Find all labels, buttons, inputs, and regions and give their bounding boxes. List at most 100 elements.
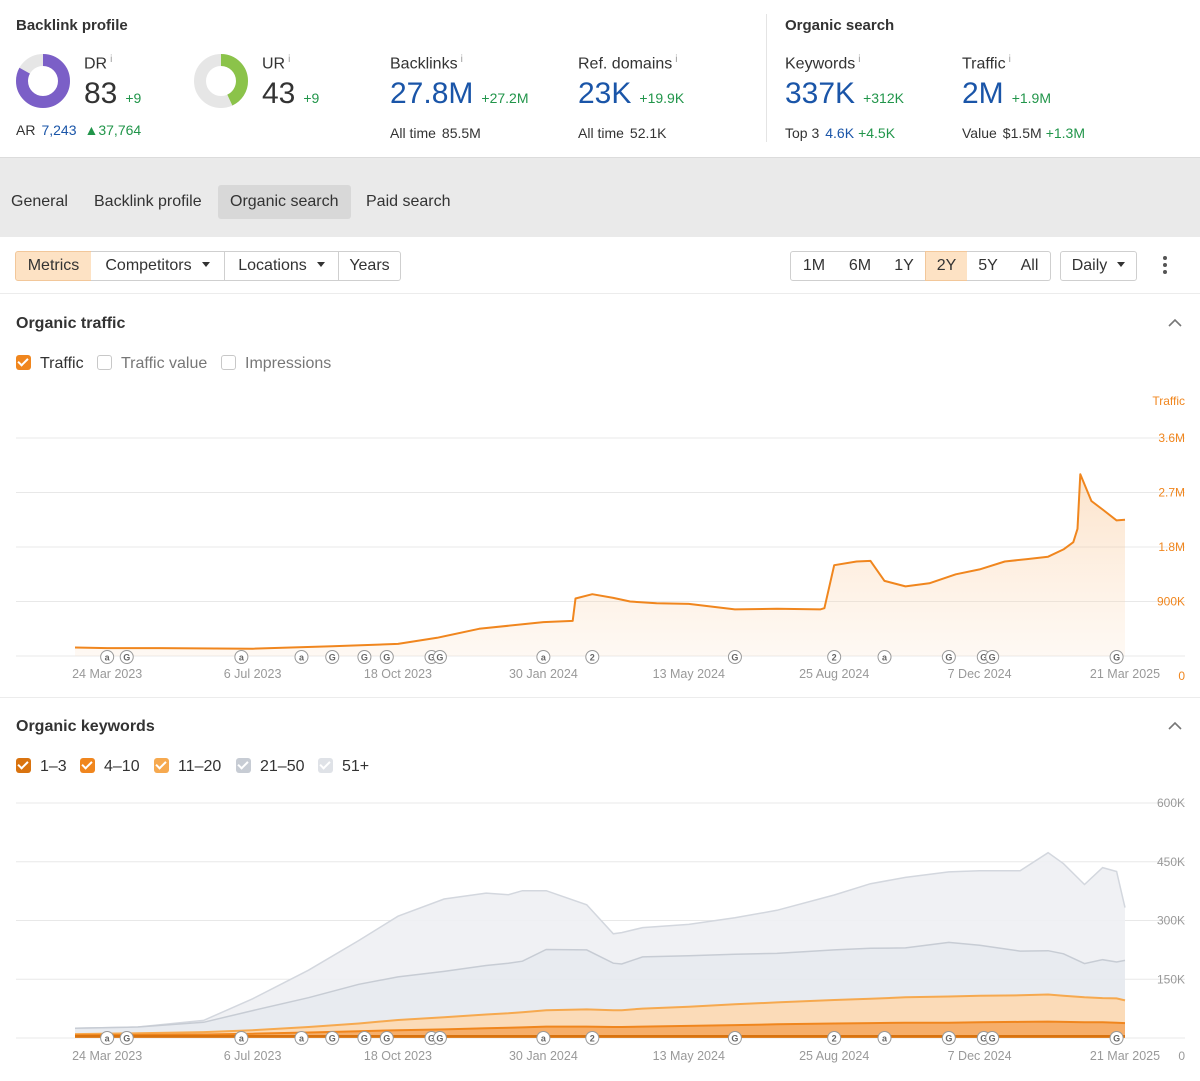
ref-domains-delta: +19.9K bbox=[639, 90, 685, 107]
event-marker-12[interactable]: G bbox=[727, 1031, 742, 1045]
range-1y-button[interactable]: 1Y bbox=[883, 251, 926, 281]
ar-metric: AR 7,243 ▲37,764 bbox=[16, 122, 141, 138]
legend-keywords-1[interactable]: 1–3 bbox=[16, 758, 67, 778]
svg-text:G: G bbox=[123, 1034, 130, 1044]
event-marker-1[interactable]: a bbox=[100, 1031, 115, 1045]
checkbox-checked-icon bbox=[318, 758, 333, 773]
info-icon[interactable]: i bbox=[858, 54, 861, 65]
event-marker-12[interactable]: G bbox=[727, 650, 742, 664]
keywords-series-line-3[interactable] bbox=[74, 993, 1126, 1036]
svg-text:G: G bbox=[428, 653, 435, 663]
event-marker-7[interactable]: G bbox=[379, 1031, 394, 1045]
range-all-button[interactable]: All bbox=[1009, 251, 1051, 281]
traffic-value[interactable]: 2M bbox=[962, 77, 1004, 111]
more-options-icon[interactable] bbox=[1162, 256, 1168, 276]
info-icon[interactable]: i bbox=[110, 54, 113, 65]
svg-text:G: G bbox=[383, 653, 390, 663]
event-marker-14[interactable]: a bbox=[877, 1031, 892, 1045]
dr-value: 83 bbox=[84, 77, 118, 111]
traffic-series-line[interactable] bbox=[74, 473, 1126, 650]
dr-metric[interactable]: DR i 83 +9 bbox=[84, 54, 141, 111]
event-marker-3[interactable]: a bbox=[234, 650, 249, 664]
event-marker-5[interactable]: G bbox=[325, 650, 340, 664]
summary-divider bbox=[766, 14, 767, 142]
svg-text:G: G bbox=[731, 1034, 738, 1044]
info-icon[interactable]: i bbox=[288, 54, 291, 65]
ref-domains-value[interactable]: 23K bbox=[578, 77, 632, 111]
event-marker-5[interactable]: G bbox=[325, 1031, 340, 1045]
tab-general[interactable]: General bbox=[11, 193, 68, 210]
tab-organic-search[interactable]: Organic search bbox=[218, 185, 351, 219]
keywords-area-4 bbox=[75, 942, 1125, 1035]
tab-paid-search[interactable]: Paid search bbox=[366, 193, 451, 210]
event-marker-15[interactable]: G bbox=[941, 650, 956, 664]
event-marker-2[interactable]: G bbox=[119, 650, 134, 664]
range-6m-button[interactable]: 6M bbox=[837, 251, 884, 281]
checkbox-checked-icon bbox=[16, 758, 31, 773]
event-marker-10[interactable]: a bbox=[536, 1031, 551, 1045]
top3-value[interactable]: 4.6K bbox=[825, 125, 855, 142]
years-button[interactable]: Years bbox=[338, 251, 401, 281]
event-marker-13[interactable]: 2 bbox=[827, 650, 842, 664]
event-marker-10[interactable]: a bbox=[536, 650, 551, 664]
range-2y-button[interactable]: 2Y bbox=[925, 251, 968, 281]
traffic-metric[interactable]: Traffic i 2M +1.9M Value $1.5M +1.3M bbox=[962, 54, 1085, 141]
svg-text:a: a bbox=[882, 1034, 888, 1044]
tab-backlink-profile[interactable]: Backlink profile bbox=[94, 193, 202, 210]
ref-domains-metric[interactable]: Ref. domains i 23K +19.9K All time 52.1K bbox=[578, 54, 684, 141]
backlinks-all-time-label: All time bbox=[390, 125, 436, 142]
info-icon[interactable]: i bbox=[1008, 54, 1011, 65]
event-marker-4[interactable]: a bbox=[294, 1031, 309, 1045]
legend-keywords-2[interactable]: 4–10 bbox=[80, 758, 140, 778]
ur-metric[interactable]: UR i 43 +9 bbox=[262, 54, 319, 111]
legend-keywords-3[interactable]: 11–20 bbox=[154, 758, 221, 778]
event-marker-11[interactable]: 2 bbox=[585, 650, 600, 664]
event-marker-3[interactable]: a bbox=[234, 1031, 249, 1045]
range-1m-button[interactable]: 1M bbox=[790, 251, 838, 281]
legend-keywords-5[interactable]: 51+ bbox=[318, 758, 369, 778]
legend-traffic-value[interactable]: Traffic value bbox=[97, 355, 207, 375]
competitors-label: Competitors bbox=[105, 257, 192, 274]
range-5y-button[interactable]: 5Y bbox=[967, 251, 1010, 281]
legend-traffic[interactable]: Traffic bbox=[16, 355, 84, 375]
event-marker-9[interactable]: G bbox=[432, 650, 447, 664]
event-marker-18[interactable]: G bbox=[1109, 1031, 1124, 1045]
event-marker-11[interactable]: 2 bbox=[585, 1031, 600, 1045]
competitors-dropdown[interactable]: Competitors bbox=[91, 251, 225, 281]
info-icon[interactable]: i bbox=[460, 54, 463, 65]
chevron-up-icon[interactable] bbox=[1168, 719, 1182, 733]
keywords-metric[interactable]: Keywords i 337K +312K Top 3 4.6K +4.5K bbox=[785, 54, 904, 141]
event-marker-7[interactable]: G bbox=[379, 650, 394, 664]
legend-keywords-4[interactable]: 21–50 bbox=[236, 758, 305, 778]
event-marker-4[interactable]: a bbox=[294, 650, 309, 664]
locations-dropdown[interactable]: Locations bbox=[224, 251, 339, 281]
event-marker-14[interactable]: a bbox=[877, 650, 892, 664]
event-marker-6[interactable]: G bbox=[357, 650, 372, 664]
event-marker-18[interactable]: G bbox=[1109, 650, 1124, 664]
event-marker-17[interactable]: G bbox=[985, 1031, 1000, 1045]
keywords-series-line-4[interactable] bbox=[74, 941, 1126, 1029]
metrics-button[interactable]: Metrics bbox=[15, 251, 92, 281]
legend-impressions[interactable]: Impressions bbox=[221, 355, 331, 375]
traffic-y-tick-label: 3.6M bbox=[1158, 431, 1185, 445]
granularity-dropdown[interactable]: Daily bbox=[1060, 251, 1137, 281]
svg-text:G: G bbox=[1113, 653, 1120, 663]
checkbox-checked-icon bbox=[236, 758, 251, 773]
svg-text:G: G bbox=[436, 653, 443, 663]
backlinks-value[interactable]: 27.8M bbox=[390, 77, 474, 111]
event-marker-2[interactable]: G bbox=[119, 1031, 134, 1045]
event-marker-15[interactable]: G bbox=[941, 1031, 956, 1045]
event-marker-17[interactable]: G bbox=[985, 650, 1000, 664]
event-marker-13[interactable]: 2 bbox=[827, 1031, 842, 1045]
backlinks-metric[interactable]: Backlinks i 27.8M +27.2M All time 85.5M bbox=[390, 54, 528, 141]
keywords-series-line-2[interactable] bbox=[74, 1020, 1126, 1037]
event-marker-6[interactable]: G bbox=[357, 1031, 372, 1045]
keywords-series-line-5[interactable] bbox=[74, 851, 1126, 1029]
event-marker-1[interactable]: a bbox=[100, 650, 115, 664]
keywords-value[interactable]: 337K bbox=[785, 77, 856, 111]
event-marker-9[interactable]: G bbox=[432, 1031, 447, 1045]
chevron-up-icon[interactable] bbox=[1168, 316, 1182, 330]
ar-value[interactable]: 7,243 bbox=[41, 122, 77, 138]
info-icon[interactable]: i bbox=[675, 54, 678, 65]
chevron-down-icon bbox=[201, 262, 210, 267]
